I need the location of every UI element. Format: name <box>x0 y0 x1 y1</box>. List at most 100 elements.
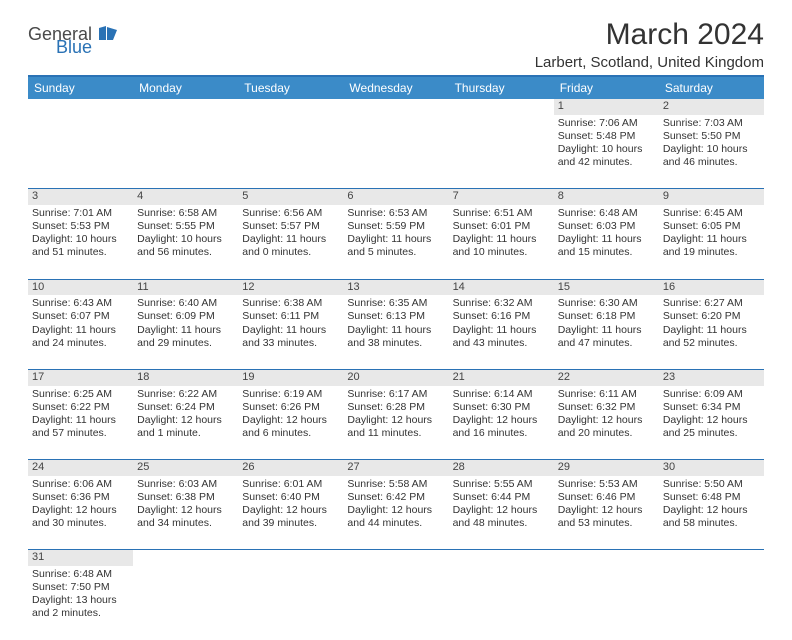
weekday-header: Thursday <box>449 77 554 99</box>
daylight-text: and 51 minutes. <box>32 246 129 259</box>
daylight-text: Daylight: 12 hours <box>663 504 760 517</box>
sunset-text: Sunset: 5:53 PM <box>32 220 129 233</box>
sunrise-text: Sunrise: 6:38 AM <box>242 297 339 310</box>
day-cell <box>659 566 764 640</box>
day-cell: Sunrise: 6:30 AMSunset: 6:18 PMDaylight:… <box>554 295 659 369</box>
day-number-row: 12 <box>28 99 764 115</box>
daylight-text: Daylight: 11 hours <box>558 324 655 337</box>
day-cell: Sunrise: 6:38 AMSunset: 6:11 PMDaylight:… <box>238 295 343 369</box>
day-cell: Sunrise: 6:58 AMSunset: 5:55 PMDaylight:… <box>133 205 238 279</box>
day-cell: Sunrise: 6:27 AMSunset: 6:20 PMDaylight:… <box>659 295 764 369</box>
sunset-text: Sunset: 6:28 PM <box>347 401 444 414</box>
sunset-text: Sunset: 6:20 PM <box>663 310 760 323</box>
day-number-cell <box>449 550 554 566</box>
day-number-cell: 10 <box>28 279 133 295</box>
day-number-cell <box>554 550 659 566</box>
daylight-text: and 53 minutes. <box>558 517 655 530</box>
day-number-row: 17181920212223 <box>28 369 764 385</box>
daylight-text: and 46 minutes. <box>663 156 760 169</box>
daylight-text: and 10 minutes. <box>453 246 550 259</box>
weekday-header: Friday <box>554 77 659 99</box>
sunset-text: Sunset: 6:44 PM <box>453 491 550 504</box>
day-cell: Sunrise: 6:14 AMSunset: 6:30 PMDaylight:… <box>449 386 554 460</box>
sunset-text: Sunset: 6:34 PM <box>663 401 760 414</box>
sunrise-text: Sunrise: 6:01 AM <box>242 478 339 491</box>
day-number-cell: 3 <box>28 189 133 205</box>
sunrise-text: Sunrise: 6:22 AM <box>137 388 234 401</box>
day-number-cell: 18 <box>133 369 238 385</box>
daylight-text: and 43 minutes. <box>453 337 550 350</box>
daylight-text: Daylight: 10 hours <box>137 233 234 246</box>
daylight-text: Daylight: 12 hours <box>242 504 339 517</box>
sunset-text: Sunset: 6:11 PM <box>242 310 339 323</box>
daylight-text: and 42 minutes. <box>558 156 655 169</box>
daylight-text: and 52 minutes. <box>663 337 760 350</box>
sunset-text: Sunset: 6:38 PM <box>137 491 234 504</box>
daylight-text: and 19 minutes. <box>663 246 760 259</box>
day-number-cell: 20 <box>343 369 448 385</box>
daylight-text: Daylight: 12 hours <box>453 414 550 427</box>
day-cell: Sunrise: 6:35 AMSunset: 6:13 PMDaylight:… <box>343 295 448 369</box>
sunset-text: Sunset: 6:26 PM <box>242 401 339 414</box>
page-title: March 2024 <box>535 18 764 52</box>
day-number-cell <box>28 99 133 115</box>
daylight-text: Daylight: 11 hours <box>347 233 444 246</box>
sunset-text: Sunset: 6:42 PM <box>347 491 444 504</box>
daylight-text: Daylight: 12 hours <box>347 504 444 517</box>
day-number-row: 10111213141516 <box>28 279 764 295</box>
day-cell: Sunrise: 6:19 AMSunset: 6:26 PMDaylight:… <box>238 386 343 460</box>
sunset-text: Sunset: 6:01 PM <box>453 220 550 233</box>
sunset-text: Sunset: 7:50 PM <box>32 581 129 594</box>
daylight-text: and 38 minutes. <box>347 337 444 350</box>
sunrise-text: Sunrise: 7:01 AM <box>32 207 129 220</box>
daylight-text: and 29 minutes. <box>137 337 234 350</box>
daylight-text: and 34 minutes. <box>137 517 234 530</box>
day-number-cell: 24 <box>28 460 133 476</box>
sunset-text: Sunset: 5:48 PM <box>558 130 655 143</box>
day-number-cell: 2 <box>659 99 764 115</box>
day-number-cell: 16 <box>659 279 764 295</box>
daylight-text: Daylight: 11 hours <box>32 414 129 427</box>
week-row: Sunrise: 6:43 AMSunset: 6:07 PMDaylight:… <box>28 295 764 369</box>
sunrise-text: Sunrise: 6:03 AM <box>137 478 234 491</box>
day-number-cell: 21 <box>449 369 554 385</box>
daylight-text: Daylight: 12 hours <box>663 414 760 427</box>
logo-text-blue: Blue <box>56 39 121 55</box>
sunset-text: Sunset: 6:18 PM <box>558 310 655 323</box>
sunrise-text: Sunrise: 6:40 AM <box>137 297 234 310</box>
daylight-text: and 15 minutes. <box>558 246 655 259</box>
week-row: Sunrise: 7:06 AMSunset: 5:48 PM Daylight:… <box>28 115 764 189</box>
daylight-text: and 57 minutes. <box>32 427 129 440</box>
sunset-text: Sunset: 6:36 PM <box>32 491 129 504</box>
day-number-cell: 9 <box>659 189 764 205</box>
daylight-text: and 2 minutes. <box>32 607 129 620</box>
day-cell: Sunrise: 6:48 AMSunset: 7:50 PMDaylight:… <box>28 566 133 640</box>
daylight-text: Daylight: 12 hours <box>32 504 129 517</box>
day-cell: Sunrise: 6:09 AMSunset: 6:34 PMDaylight:… <box>659 386 764 460</box>
day-number-cell: 12 <box>238 279 343 295</box>
day-number-cell: 5 <box>238 189 343 205</box>
daylight-text: Daylight: 11 hours <box>32 324 129 337</box>
sunrise-text: Sunrise: 6:09 AM <box>663 388 760 401</box>
sunrise-text: Sunrise: 6:06 AM <box>32 478 129 491</box>
daylight-text: Daylight: 11 hours <box>558 233 655 246</box>
sunset-text: Sunset: 6:24 PM <box>137 401 234 414</box>
sunset-text: Sunset: 6:40 PM <box>242 491 339 504</box>
sunset-text: Sunset: 6:30 PM <box>453 401 550 414</box>
sunrise-text: Sunrise: 5:58 AM <box>347 478 444 491</box>
daylight-text: and 44 minutes. <box>347 517 444 530</box>
sunrise-text: Sunrise: 6:35 AM <box>347 297 444 310</box>
daylight-text: Daylight: 12 hours <box>137 414 234 427</box>
day-cell: Sunrise: 6:45 AMSunset: 6:05 PMDaylight:… <box>659 205 764 279</box>
day-cell <box>343 115 448 189</box>
calendar-table: Sunday Monday Tuesday Wednesday Thursday… <box>28 77 764 640</box>
day-cell: Sunrise: 6:53 AMSunset: 5:59 PMDaylight:… <box>343 205 448 279</box>
daylight-text: and 6 minutes. <box>242 427 339 440</box>
day-number-row: 24252627282930 <box>28 460 764 476</box>
daylight-text: Daylight: 10 hours <box>663 143 760 156</box>
sunrise-text: Sunrise: 6:48 AM <box>32 568 129 581</box>
sunset-text: Sunset: 5:59 PM <box>347 220 444 233</box>
day-cell: Sunrise: 6:17 AMSunset: 6:28 PMDaylight:… <box>343 386 448 460</box>
sunrise-text: Sunrise: 7:06 AM <box>558 117 655 130</box>
daylight-text: Daylight: 11 hours <box>453 324 550 337</box>
